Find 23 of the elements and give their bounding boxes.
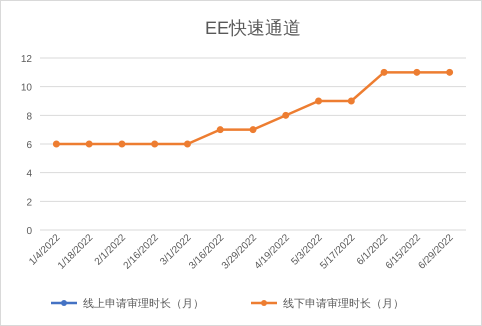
y-tick-label: 6 bbox=[26, 140, 32, 151]
y-tick-label: 8 bbox=[26, 111, 32, 122]
point bbox=[413, 68, 420, 76]
y-tick-label: 0 bbox=[26, 226, 32, 237]
y-tick-label: 4 bbox=[26, 168, 32, 180]
point bbox=[446, 68, 454, 76]
point bbox=[118, 140, 126, 148]
point bbox=[216, 126, 224, 134]
point bbox=[315, 98, 322, 104]
legend-label: 线下申请审理时长（月） bbox=[283, 297, 404, 310]
y-tick-label: 2 bbox=[26, 197, 32, 208]
y-tick-label: 12 bbox=[20, 54, 32, 65]
y-tick-label: 10 bbox=[20, 82, 32, 94]
point bbox=[348, 98, 355, 104]
point bbox=[250, 126, 256, 134]
point bbox=[380, 68, 388, 76]
chart-title: EE快速通道 bbox=[204, 18, 302, 38]
point bbox=[86, 140, 93, 148]
point bbox=[184, 140, 191, 148]
point bbox=[52, 140, 60, 148]
legend-label: 线上申请审理时长（月） bbox=[83, 297, 204, 310]
point bbox=[282, 112, 290, 119]
point bbox=[151, 140, 158, 148]
